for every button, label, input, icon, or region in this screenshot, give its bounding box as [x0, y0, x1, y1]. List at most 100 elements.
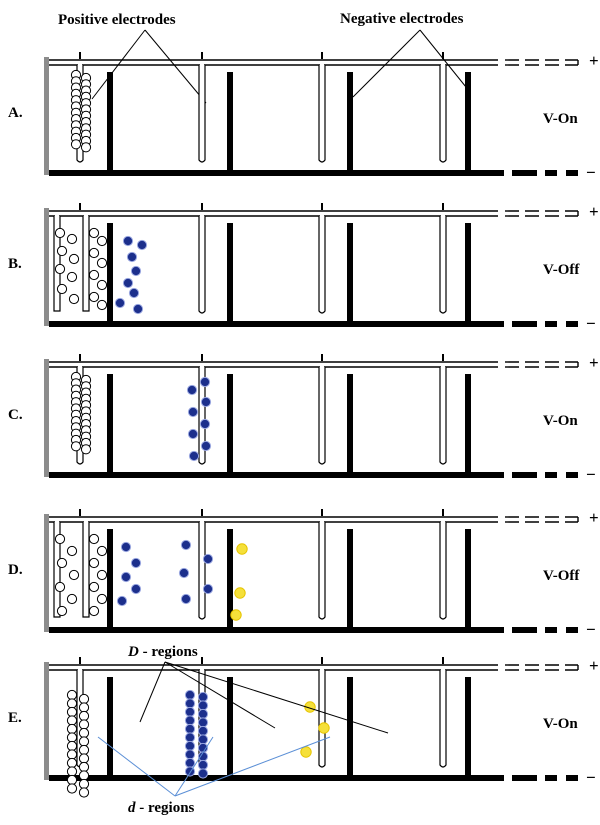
chamber-left-wall [44, 359, 49, 477]
panel-letter: B. [8, 256, 22, 272]
white-particle [88, 557, 100, 569]
electrode-gap [200, 366, 204, 369]
negative-electrode [107, 529, 113, 628]
negative-electrode [465, 529, 471, 628]
blue-particle [197, 708, 209, 720]
positive-electrode [198, 65, 206, 163]
positive-electrode [439, 670, 447, 768]
blue-particle [197, 768, 209, 779]
white-particle [56, 557, 68, 569]
electrode-gap [441, 521, 445, 524]
electrode-gap [320, 521, 324, 524]
blue-particle [200, 396, 212, 408]
negative-electrode [465, 72, 471, 171]
white-particle [70, 139, 82, 150]
white-particle [66, 271, 78, 283]
blue-particle [184, 723, 196, 735]
panel-letter: C. [8, 407, 23, 423]
white-particle [78, 719, 90, 730]
panel-a: A. V-On + − [8, 51, 599, 182]
plus-sign: + [589, 353, 599, 372]
yellow-particle [318, 722, 330, 734]
white-particle [68, 253, 80, 265]
panel-e: E. V-On + − [8, 656, 599, 798]
white-particle [78, 693, 90, 705]
negative-electrode [227, 677, 233, 776]
electrode-gap [320, 64, 324, 67]
panel-letter: E. [8, 710, 22, 726]
minus-sign: − [586, 768, 596, 787]
d-lower-regions-annotation: d - regions [97, 736, 331, 816]
positive-electrode [439, 367, 447, 465]
blue-particle [130, 557, 142, 569]
panel-letter: D. [8, 562, 23, 578]
positive-electrode [318, 216, 326, 314]
white-particle [54, 533, 66, 545]
white-particle [78, 736, 90, 747]
d-letter: d [128, 800, 136, 816]
panel-b: B. V-Off + − [8, 202, 599, 333]
blue-particle [132, 303, 144, 315]
white-particle [66, 593, 78, 605]
negative-electrode [227, 223, 233, 322]
negative-electrode [347, 72, 353, 171]
blue-particle [184, 689, 196, 701]
positive-electrode [439, 522, 447, 620]
white-particle [68, 293, 80, 305]
negative-rail [49, 627, 504, 633]
negative-rail-dash [512, 472, 537, 478]
electrode-gap [84, 215, 88, 218]
white-particle [88, 605, 100, 617]
white-particle [78, 744, 90, 756]
white-particle [68, 569, 80, 581]
white-particle [56, 283, 68, 295]
blue-particle [184, 749, 196, 760]
blue-particle [130, 583, 142, 595]
chamber-left-wall [44, 514, 49, 632]
electrode-gap [320, 215, 324, 218]
positive-electrode [53, 522, 90, 618]
voltage-state-label: V-Off [543, 568, 580, 584]
electrode-gap [78, 366, 82, 369]
white-particle [88, 581, 100, 593]
white-particle [56, 605, 68, 617]
white-particle [56, 245, 68, 257]
white-particle [96, 569, 108, 581]
negative-rail-dash [512, 775, 537, 781]
blue-particle [197, 717, 209, 728]
white-particle [96, 257, 108, 269]
blue-particle [187, 428, 199, 440]
negative-rail-dash [566, 472, 578, 478]
white-particle [88, 291, 100, 303]
white-particle [80, 142, 92, 153]
electrode-gap [78, 64, 82, 67]
white-particle [78, 702, 90, 713]
electrode-gap [200, 64, 204, 67]
minus-sign: − [586, 314, 596, 333]
negative-electrode [465, 223, 471, 322]
panel-d: D. V-Off + − [8, 508, 599, 639]
D-regions-suffix: - regions [143, 644, 198, 660]
blue-particle [122, 235, 134, 247]
white-particle [66, 740, 78, 752]
chamber-left-wall [44, 57, 49, 175]
negative-electrode [465, 374, 471, 473]
blue-particle [184, 715, 196, 726]
negative-rail-dash [566, 627, 578, 633]
negative-rail [49, 170, 504, 176]
electrode-gap [320, 366, 324, 369]
negative-rail-dash [545, 170, 557, 176]
white-particle [96, 235, 108, 247]
positive-electrode [318, 65, 326, 163]
positive-electrode [439, 65, 447, 163]
negative-electrode [107, 72, 113, 171]
negative-rail-dash [566, 321, 578, 327]
white-particle [96, 545, 108, 557]
negative-rail-dash [566, 775, 578, 781]
negative-electrode [347, 374, 353, 473]
negative-rail-dash [566, 170, 578, 176]
blue-particle [200, 440, 212, 452]
white-particle [66, 723, 78, 735]
white-particle [88, 227, 100, 239]
